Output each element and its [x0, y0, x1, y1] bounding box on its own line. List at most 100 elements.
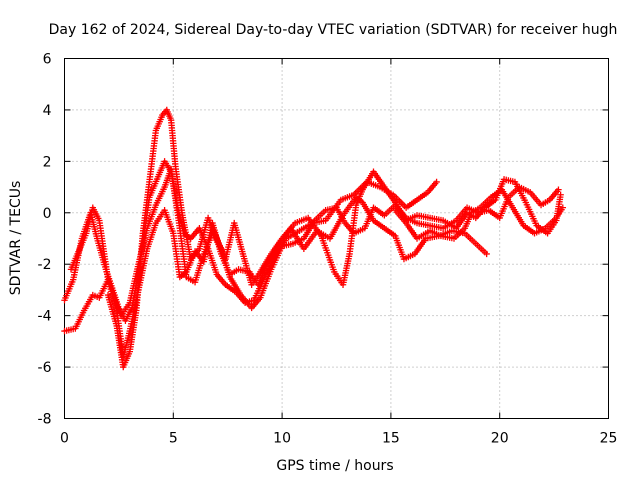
data-points-dense [258, 252, 274, 274]
data-points-dense [318, 235, 337, 273]
data-points-dense [391, 193, 408, 210]
y-tick-label: -8 [38, 412, 52, 428]
data-points-dense [249, 296, 263, 310]
data-points-dense [280, 221, 297, 240]
data-points-dense [168, 170, 181, 214]
x-tick-label: 10 [273, 431, 291, 447]
data-points-dense [523, 201, 539, 227]
data-points-dense [192, 253, 207, 284]
data-points-dense [168, 119, 179, 168]
data-points-dense [341, 196, 358, 217]
y-axis-label: SDTVAR / TECUs [8, 181, 24, 296]
data-points-dense [306, 216, 324, 238]
data-points-dense [404, 198, 419, 210]
data-points-dense [404, 221, 419, 240]
data-points-dense [352, 226, 366, 236]
data-point [433, 178, 440, 186]
data-points-dense [162, 160, 174, 173]
data-points-dense [499, 188, 515, 209]
data-points-dense [185, 275, 197, 285]
data-points-dense [462, 211, 474, 230]
data-points-dense [382, 185, 398, 204]
data-points-dense [68, 252, 80, 271]
data-points-dense [227, 275, 243, 297]
data-points-dense [160, 108, 169, 117]
series-5 [392, 186, 567, 242]
data-points-dense [139, 181, 153, 234]
x-tick-label: 25 [600, 431, 618, 447]
x-tick-label: 5 [169, 431, 178, 447]
data-points-dense [133, 232, 146, 312]
data-points-dense [426, 180, 439, 194]
data-points-dense [353, 188, 365, 207]
data-points-dense [362, 206, 376, 230]
y-tick-label: 4 [43, 103, 52, 119]
data-points-dense [105, 294, 120, 327]
data-point [559, 204, 567, 211]
data-points-dense [240, 253, 255, 286]
data-points-dense [153, 186, 167, 207]
data-points-dense [269, 237, 284, 256]
data-points-dense [334, 206, 348, 225]
data-points-dense [429, 215, 445, 224]
data-points-dense [487, 208, 502, 220]
data-points-dense [91, 292, 101, 300]
data-points-dense [205, 217, 220, 240]
data-points-dense [179, 212, 194, 260]
data-points-dense [231, 222, 246, 255]
data-point [483, 250, 490, 258]
data-points-dense [144, 222, 159, 250]
data-points-dense [172, 165, 185, 214]
grid [64, 58, 609, 419]
data-points-dense [327, 214, 346, 240]
data-points-dense [75, 232, 89, 255]
data-points-dense [454, 211, 469, 230]
data-points-dense [294, 215, 310, 226]
data-points-dense [512, 181, 528, 204]
data-points-dense [554, 206, 565, 220]
data-points-dense [442, 218, 458, 231]
data-points-dense [174, 212, 190, 278]
data-points-dense [382, 203, 397, 217]
data-points-dense [205, 247, 220, 276]
y-tick-label: -6 [38, 360, 52, 376]
data-points-dense [269, 245, 285, 271]
x-tick-label: 15 [382, 431, 400, 447]
x-tick-label: 0 [60, 431, 69, 447]
data-points-dense [402, 251, 416, 262]
data-points-dense [162, 209, 176, 235]
data-points-dense [463, 231, 478, 246]
data-points-dense [251, 276, 267, 302]
data-points-dense [405, 213, 419, 223]
data-points-dense [340, 253, 353, 286]
data-points-dense [83, 206, 96, 235]
data-points-dense [415, 190, 430, 202]
y-tick-label: -4 [38, 309, 52, 325]
data-points-dense [548, 188, 561, 202]
data-points-dense [393, 208, 408, 225]
data-points-dense [454, 206, 469, 222]
data-points-dense [346, 204, 359, 255]
x-axis-label: GPS time / hours [276, 458, 393, 474]
data-points-dense [518, 184, 532, 195]
data-points-dense [126, 309, 140, 353]
data-points-dense [522, 223, 536, 236]
data-points-dense [120, 350, 133, 369]
data-points-dense [339, 192, 355, 203]
chart-title: Day 162 of 2024, Sidereal Day-to-day VTE… [49, 22, 618, 38]
data-points-dense [170, 232, 183, 278]
data-points-dense [63, 325, 77, 334]
data-points-dense [489, 187, 504, 200]
data-points-dense [429, 222, 445, 231]
data-points-dense [470, 205, 482, 215]
data-points-dense [372, 205, 386, 218]
data-points-dense [153, 114, 165, 132]
data-points-dense [62, 278, 76, 302]
data-points-dense [415, 220, 432, 229]
data-point [557, 191, 564, 198]
data-marks [61, 106, 567, 371]
plot-frame [64, 58, 609, 419]
data-points-dense [533, 226, 547, 236]
data-points-dense [452, 226, 467, 240]
